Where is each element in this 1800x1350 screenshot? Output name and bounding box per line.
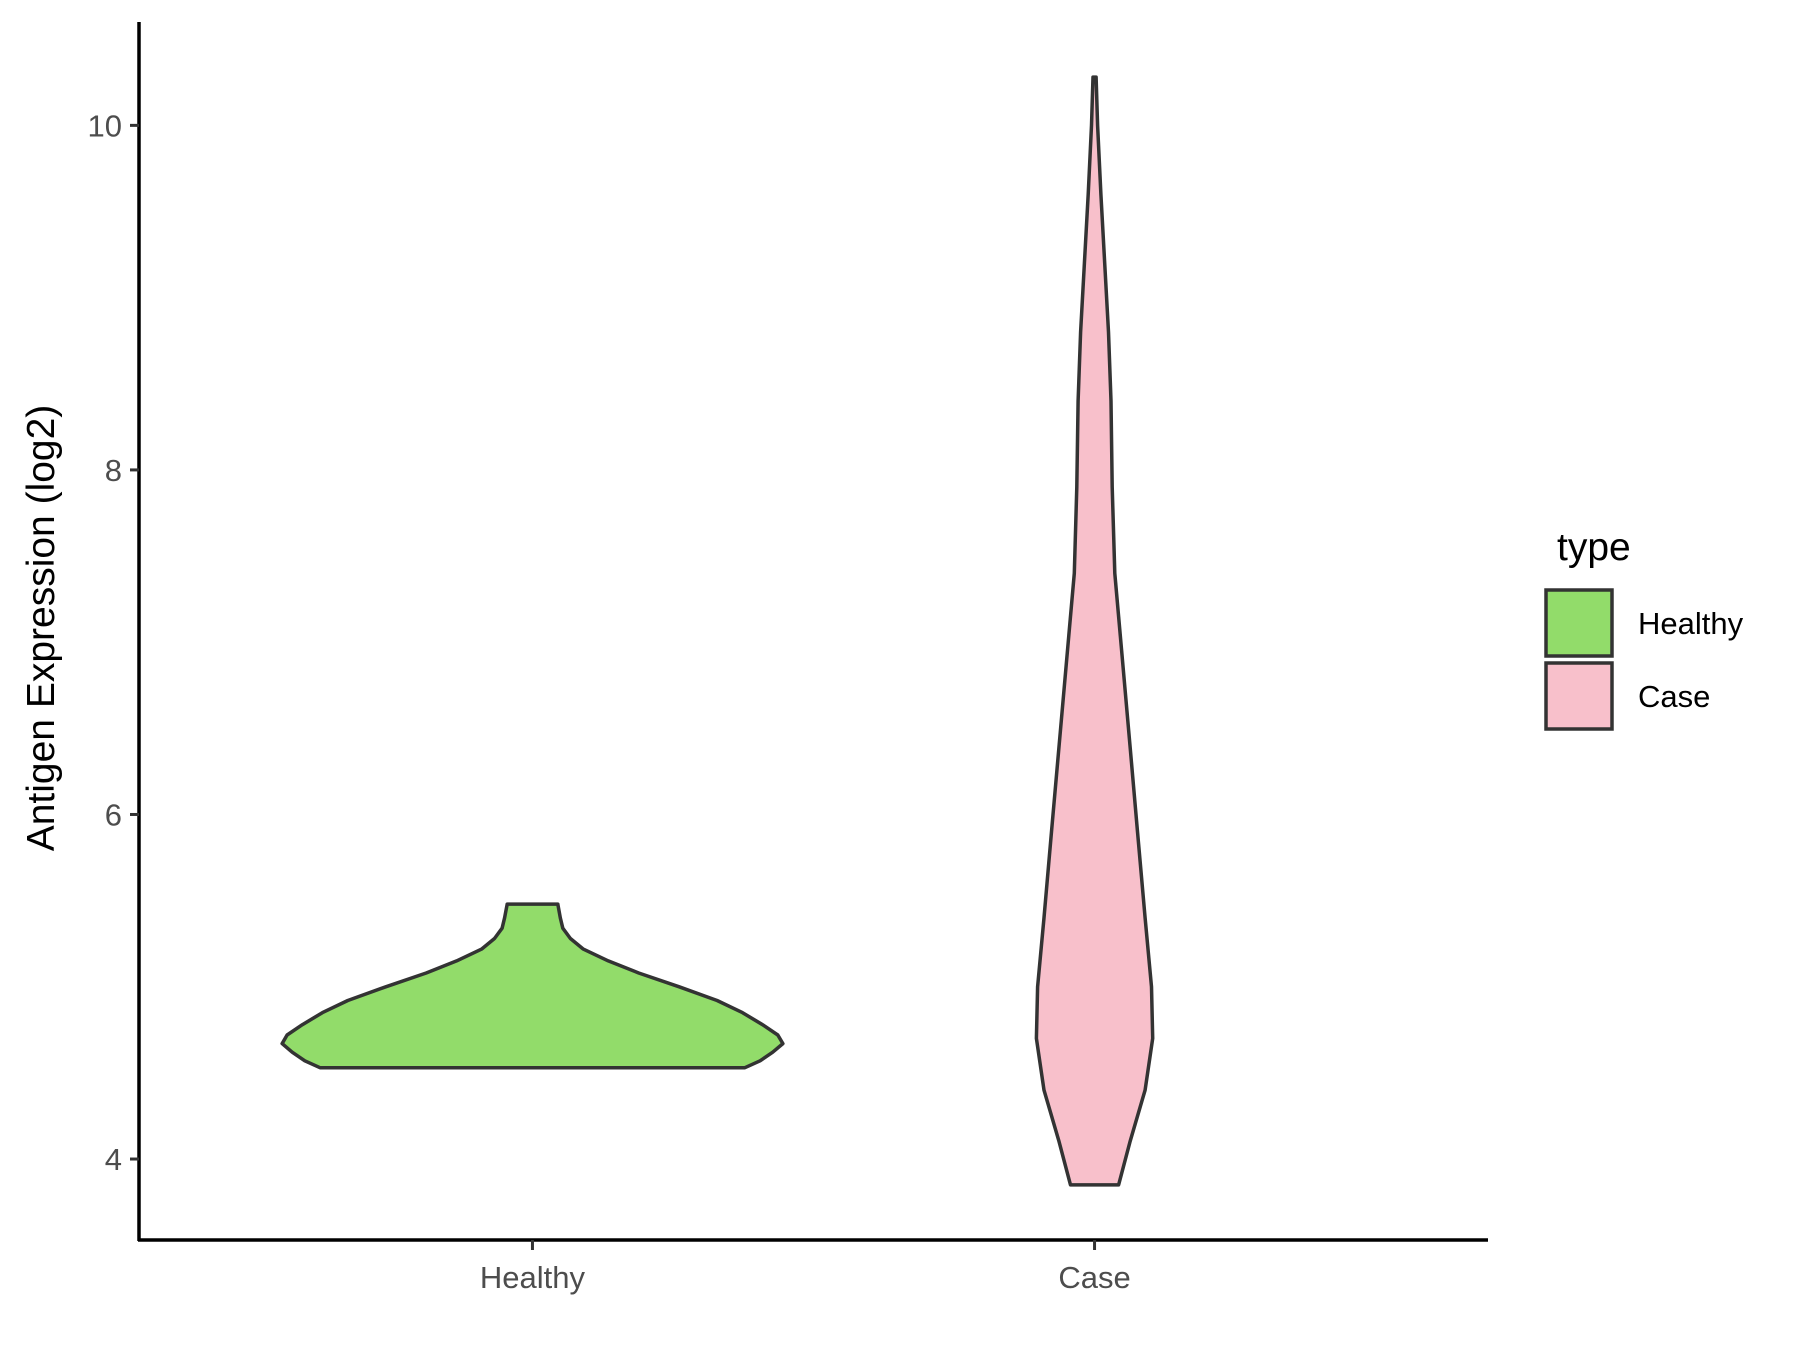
legend-label: Case [1638, 679, 1710, 714]
y-axis-title: Antigen Expression (log2) [20, 405, 63, 852]
legend: type Healthy Case [1544, 526, 1744, 731]
y-tick-label: 8 [105, 453, 122, 488]
legend-swatch [1544, 661, 1614, 731]
legend-entries: Healthy Case [1544, 588, 1744, 731]
violin-case [1034, 75, 1155, 1187]
violins-layer [280, 75, 1155, 1187]
legend-label: Healthy [1638, 606, 1744, 641]
legend-swatch [1544, 588, 1614, 658]
legend-title: type [1557, 526, 1631, 569]
axes-layer: 4 6 8 10 Healthy Case [88, 22, 1488, 1295]
y-tick-label: 4 [105, 1142, 122, 1177]
x-tick-label: Case [1058, 1260, 1130, 1295]
y-tick-label: 10 [88, 108, 122, 143]
y-tick-label: 6 [105, 797, 122, 832]
x-tick-label: Healthy [480, 1260, 586, 1295]
violin-healthy [280, 902, 785, 1070]
